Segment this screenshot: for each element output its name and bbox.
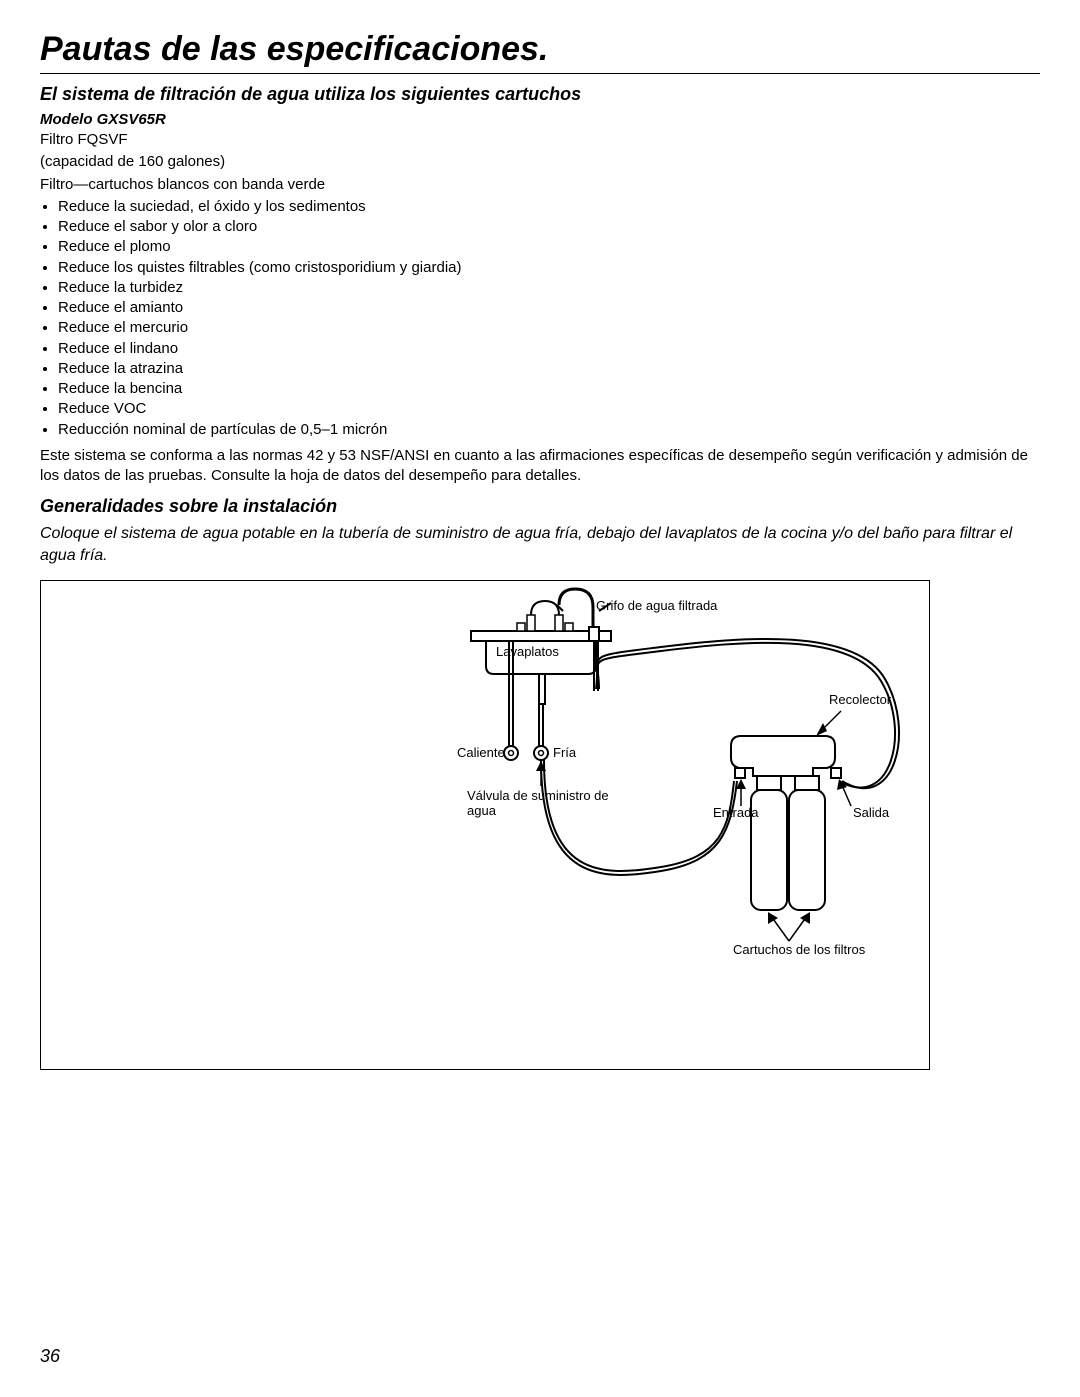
page-number: 36	[40, 1346, 60, 1367]
label-sink: Lavaplatos	[496, 645, 559, 660]
label-inlet: Entrada	[713, 806, 759, 821]
compliance-paragraph: Este sistema se conforma a las normas 42…	[40, 446, 1040, 487]
list-item: Reducción nominal de partículas de 0,5–1…	[58, 420, 1040, 440]
title-rule	[40, 73, 1040, 74]
list-item: Reduce el mercurio	[58, 318, 1040, 338]
bullets-list: Reduce la suciedad, el óxido y los sedim…	[40, 197, 1040, 440]
list-item: Reduce la bencina	[58, 379, 1040, 399]
label-supply-valve: Válvula de suministro de agua	[467, 789, 617, 819]
list-item: Reduce el lindano	[58, 339, 1040, 359]
label-faucet: Grifo de agua filtrada	[596, 599, 717, 614]
list-item: Reduce VOC	[58, 399, 1040, 419]
list-item: Reduce el amianto	[58, 298, 1040, 318]
installation-instruction: Coloque el sistema de agua potable en la…	[40, 523, 1040, 566]
label-hot: Caliente	[457, 746, 505, 761]
label-collector: Recolector	[829, 693, 891, 708]
page: Pautas de las especificaciones. El siste…	[0, 0, 1080, 1397]
model-label: Modelo GXSV65R	[40, 111, 1040, 128]
diagram-svg	[41, 581, 929, 1069]
list-item: Reduce la turbidez	[58, 278, 1040, 298]
page-title: Pautas de las especificaciones.	[40, 30, 1040, 69]
list-item: Reduce el plomo	[58, 237, 1040, 257]
section1-heading: El sistema de filtración de agua utiliza…	[40, 84, 1040, 105]
filter-assembly-icon	[731, 736, 841, 910]
arrow-icon	[816, 711, 841, 736]
list-item: Reduce la atrazina	[58, 359, 1040, 379]
filter-line1: Filtro FQSVF	[40, 130, 1040, 150]
list-item: Reduce los quistes filtrables (como cris…	[58, 258, 1040, 278]
list-item: Reduce el sabor y olor a cloro	[58, 217, 1040, 237]
list-item: Reduce la suciedad, el óxido y los sedim…	[58, 197, 1040, 217]
label-cold: Fría	[553, 746, 576, 761]
filter-line3: Filtro—cartuchos blancos con banda verde	[40, 175, 1040, 195]
installation-diagram: Grifo de agua filtrada Lavaplatos Calien…	[40, 580, 930, 1070]
sink-icon	[471, 601, 611, 760]
label-outlet: Salida	[853, 806, 889, 821]
filter-line2: (capacidad de 160 galones)	[40, 152, 1040, 172]
section2-heading: Generalidades sobre la instalación	[40, 496, 1040, 517]
label-cartridges: Cartuchos de los filtros	[733, 943, 865, 958]
arrow-icon	[768, 912, 810, 941]
